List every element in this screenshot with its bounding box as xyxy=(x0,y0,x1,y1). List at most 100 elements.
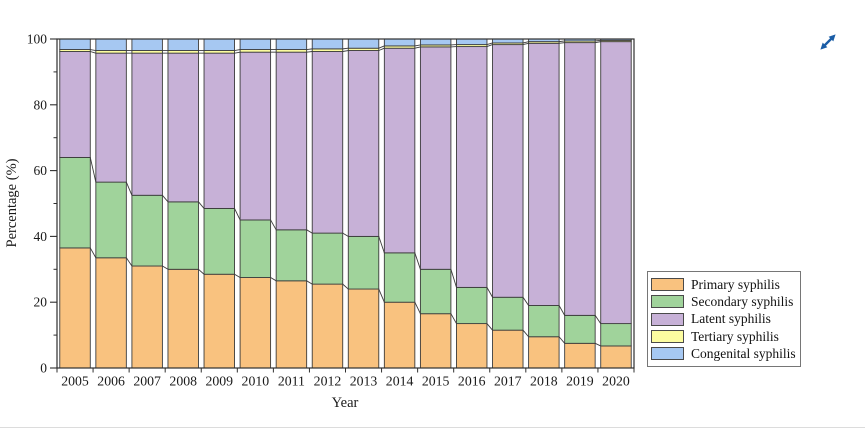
bar-segment xyxy=(95,38,127,51)
connector-line xyxy=(559,42,565,44)
connector-line xyxy=(378,45,385,49)
bar-segment xyxy=(528,305,560,338)
legend-item: Congenital syphilis xyxy=(651,347,797,361)
connector-line xyxy=(594,342,601,347)
bar-segment xyxy=(239,277,272,369)
legend-swatch xyxy=(651,312,684,326)
bar-segment xyxy=(311,232,344,285)
connector-line xyxy=(378,47,385,51)
connector-line xyxy=(414,44,421,47)
connector-line xyxy=(486,323,493,331)
y-tick-label: 100 xyxy=(27,32,48,47)
y-tick-label: 40 xyxy=(34,229,48,244)
connector-line xyxy=(522,41,529,44)
connector-line xyxy=(306,280,313,285)
y-tick-label: 60 xyxy=(34,163,48,178)
x-axis-title: Year xyxy=(332,395,359,411)
legend-swatch xyxy=(651,278,684,291)
connector-line xyxy=(306,229,313,234)
x-tick-label: 2014 xyxy=(386,374,414,389)
bar-segment xyxy=(203,273,235,369)
bar-segment xyxy=(203,52,235,209)
x-tick-label: 2013 xyxy=(350,374,378,389)
bar-segment xyxy=(167,38,199,51)
bar-segment xyxy=(239,219,272,278)
y-tick-label: 0 xyxy=(40,361,47,376)
connector-line xyxy=(234,208,241,221)
connector-line xyxy=(162,194,169,203)
bar-segment xyxy=(167,52,199,203)
bar-segment xyxy=(456,46,488,288)
x-tick-label: 2015 xyxy=(422,374,450,389)
legend-swatch xyxy=(651,295,684,309)
legend-label: Latent syphilis xyxy=(691,311,771,327)
connector-line xyxy=(306,48,313,50)
bar-segment xyxy=(59,156,91,249)
bar-segment xyxy=(564,342,596,369)
expand-icon[interactable] xyxy=(815,29,841,55)
connector-line xyxy=(486,44,493,47)
connector-line xyxy=(522,297,529,306)
bar-segment xyxy=(59,38,91,50)
connector-line xyxy=(450,313,457,324)
bar-segment xyxy=(419,268,452,315)
bar-segment xyxy=(167,268,199,369)
legend-label: Secondary syphilis xyxy=(691,294,794,309)
bar-segment xyxy=(419,46,452,270)
bar-segment xyxy=(239,38,272,50)
bar-segment xyxy=(131,265,163,369)
bars-layer xyxy=(59,38,632,369)
connector-line xyxy=(594,315,602,324)
connector-line xyxy=(486,287,493,298)
connector-line xyxy=(125,257,133,267)
bar-segment xyxy=(203,207,235,275)
connector-line xyxy=(414,46,421,49)
connector-line xyxy=(558,305,566,316)
bar-segment xyxy=(59,247,91,369)
connector-line xyxy=(198,268,205,275)
bar-segment xyxy=(311,38,344,50)
bar-segment xyxy=(275,38,308,50)
connector-line xyxy=(342,47,349,50)
connector-line xyxy=(486,42,493,46)
connector-line xyxy=(414,252,421,270)
connector-line xyxy=(234,273,241,278)
bar-segment xyxy=(528,42,560,306)
bar-segment xyxy=(419,313,452,369)
connector-line xyxy=(450,269,457,288)
bar-segment xyxy=(564,42,596,316)
connector-line xyxy=(595,39,601,42)
legend: Primary syphilis Secondary syphilis Latent… xyxy=(647,271,801,367)
x-tick-label: 2016 xyxy=(458,374,486,389)
bar-segment xyxy=(419,38,452,46)
connector-line xyxy=(306,51,313,53)
bar-segment xyxy=(95,181,127,259)
y-tick-label: 80 xyxy=(34,97,48,112)
bar-segment xyxy=(383,301,416,369)
bar-segment xyxy=(203,38,235,51)
bar-segment xyxy=(492,296,524,331)
connector-line xyxy=(89,247,97,259)
x-tick-label: 2010 xyxy=(242,374,270,389)
bar-segment xyxy=(131,38,163,51)
legend-item: Secondary syphilis xyxy=(651,295,797,309)
bar-segment xyxy=(600,323,632,347)
bar-segment xyxy=(275,229,308,282)
bar-segment xyxy=(167,201,199,270)
expand-arrow-sw xyxy=(820,42,828,50)
x-tick-label: 2005 xyxy=(61,374,89,389)
connector-line xyxy=(234,51,241,54)
connector-line xyxy=(89,157,97,183)
stacked-bar-chart: 0 20 40 60 80 100 2005 2006 2007 2008 2009 2010 2011… xyxy=(4,32,635,411)
x-tick-label: 2018 xyxy=(530,374,558,389)
bar-segment xyxy=(239,51,272,221)
bar-segment xyxy=(311,51,344,234)
x-tick-label: 2009 xyxy=(205,374,233,389)
connector-line xyxy=(378,236,385,253)
bar-segment xyxy=(311,283,344,369)
connector-line xyxy=(270,277,277,282)
legend-label: Primary syphilis xyxy=(691,276,780,292)
connector-line xyxy=(234,49,241,51)
x-tick-label: 2011 xyxy=(278,374,305,389)
bar-segment xyxy=(564,314,596,344)
